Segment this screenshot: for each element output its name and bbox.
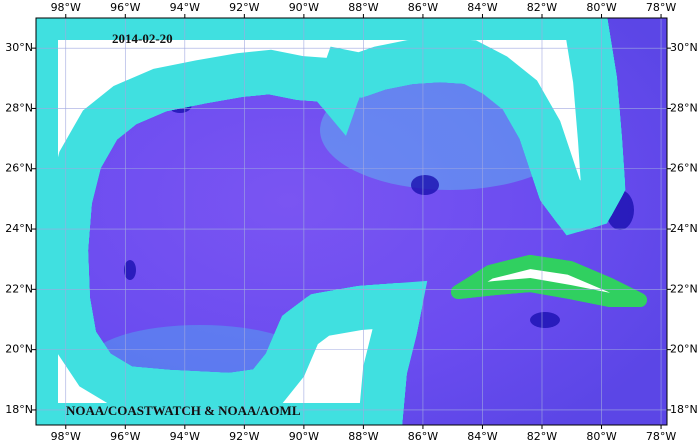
y-tick-label: 18°N bbox=[670, 403, 698, 416]
y-tick-label: 28°N bbox=[670, 101, 698, 114]
x-tick-label: 88°W bbox=[348, 1, 378, 14]
x-tick-label: 82°W bbox=[527, 430, 557, 443]
frame bbox=[35, 17, 668, 426]
y-tick-label: 24°N bbox=[670, 222, 698, 235]
y-tick-label: 18°N bbox=[5, 403, 33, 416]
y-tick-label: 26°N bbox=[5, 162, 33, 175]
y-tick-label: 22°N bbox=[670, 282, 698, 295]
x-tick-label: 94°W bbox=[170, 430, 200, 443]
y-tick-label: 20°N bbox=[670, 343, 698, 356]
x-tick-label: 98°W bbox=[51, 430, 81, 443]
date-label: 2014-02-20 bbox=[112, 31, 173, 46]
x-tick-label: 82°W bbox=[527, 1, 557, 14]
graticule bbox=[36, 18, 667, 425]
x-tick-label: 84°W bbox=[467, 1, 497, 14]
y-tick-label: 22°N bbox=[5, 282, 33, 295]
x-tick-label: 92°W bbox=[229, 1, 259, 14]
x-tick-label: 88°W bbox=[348, 430, 378, 443]
credit-label: NOAA/COASTWATCH & NOAA/AOML bbox=[66, 403, 301, 418]
y-tick-label: 20°N bbox=[5, 343, 33, 356]
x-tick-label: 78°W bbox=[646, 430, 676, 443]
x-tick-label: 98°W bbox=[51, 1, 81, 14]
x-tick-label: 96°W bbox=[110, 1, 140, 14]
x-tick-label: 94°W bbox=[170, 1, 200, 14]
map-image bbox=[36, 18, 667, 425]
x-tick-label: 92°W bbox=[229, 430, 259, 443]
x-tick-label: 90°W bbox=[289, 1, 319, 14]
x-tick-label: 96°W bbox=[110, 430, 140, 443]
x-tick-label: 86°W bbox=[408, 430, 438, 443]
x-tick-label: 80°W bbox=[586, 1, 616, 14]
y-tick-label: 30°N bbox=[5, 41, 33, 54]
y-tick-label: 26°N bbox=[670, 162, 698, 175]
y-tick-label: 24°N bbox=[5, 222, 33, 235]
x-tick-label: 86°W bbox=[408, 1, 438, 14]
x-tick-label: 80°W bbox=[586, 430, 616, 443]
x-tick-label: 90°W bbox=[289, 430, 319, 443]
y-tick-label: 30°N bbox=[670, 41, 698, 54]
x-tick-label: 78°W bbox=[646, 1, 676, 14]
x-tick-label: 84°W bbox=[467, 430, 497, 443]
y-tick-label: 28°N bbox=[5, 101, 33, 114]
